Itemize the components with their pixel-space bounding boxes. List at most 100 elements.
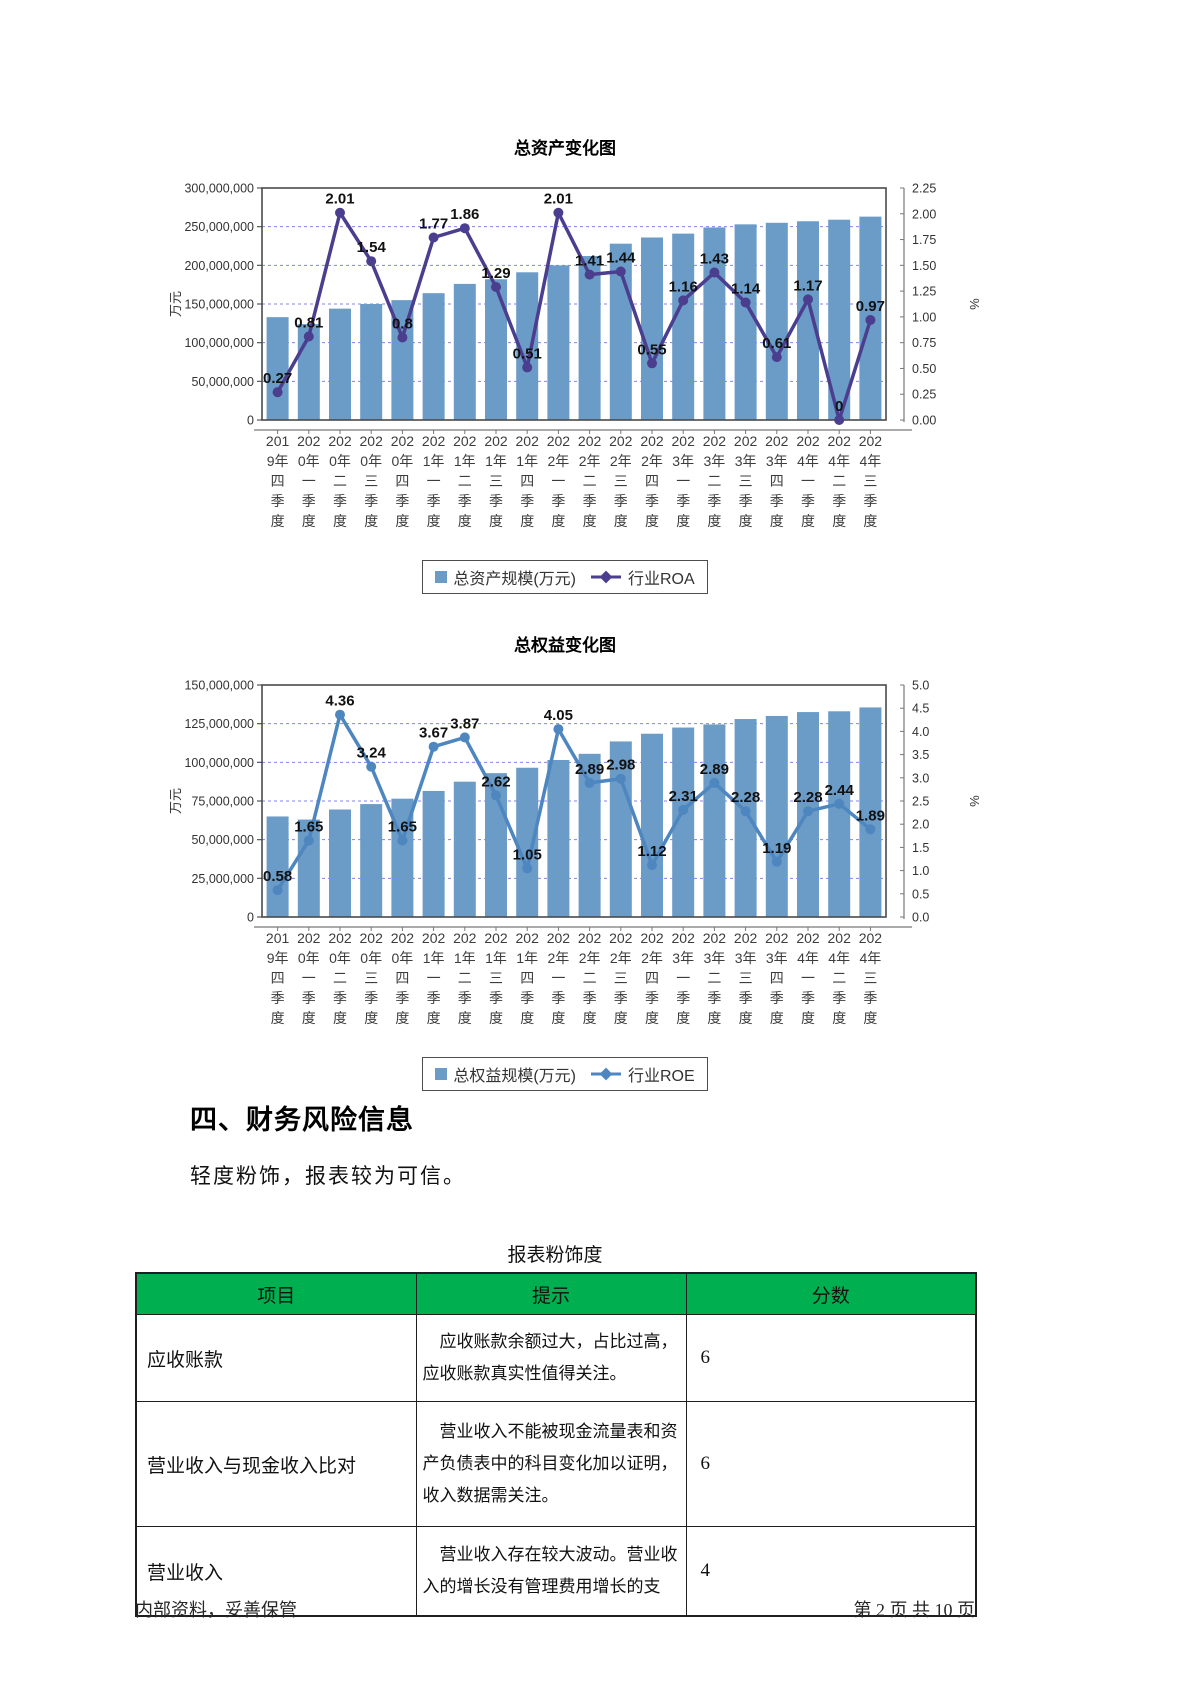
data-label: 1.19: [762, 840, 791, 857]
line-marker: [678, 804, 689, 815]
table-row: 应收账款 应收账款余额过大，占比过高，应收账款真实性值得关注。 6: [135, 1314, 977, 1402]
bar: [797, 221, 819, 420]
data-label: 2.31: [669, 788, 698, 805]
bar: [734, 224, 757, 420]
data-label: 0.61: [762, 335, 791, 352]
svg-text:3.5: 3.5: [912, 748, 929, 762]
line-marker: [678, 295, 689, 306]
data-label: 0.81: [294, 314, 323, 331]
chart-title: 总权益变化图: [514, 636, 616, 655]
svg-text:1.00: 1.00: [912, 310, 936, 324]
bar: [578, 753, 601, 917]
bar: [609, 741, 632, 917]
data-label: 2.89: [700, 761, 729, 778]
data-label: 4.05: [544, 707, 573, 724]
svg-text:0.25: 0.25: [912, 388, 936, 402]
line-series-swatch-icon: [590, 570, 621, 584]
data-label: 2.28: [731, 789, 760, 806]
data-label: 2.98: [606, 757, 635, 774]
line-series: 0.27 0.81 2.01 1.54 0.8 1.771.86 1.29 0.51 2.01 1…: [263, 191, 885, 425]
bar: [828, 219, 851, 420]
total-equity-chart-canvas: 0 25,000,000 50,000,000 75,000,000 100,000,0…: [168, 679, 982, 1027]
cell-hint: 营业收入不能被现金流量表和资产负债表中的科目变化加以证明，收入数据需关注。: [415, 1401, 687, 1527]
cell-item: 营业收入与现金收入比对: [135, 1401, 417, 1527]
category-axis: 201 9年四季度 202 0年一季度 202 0年二季度 202 0年三季度 202 0年四季度…: [254, 926, 912, 1026]
cell-item: 营业收入: [135, 1526, 417, 1617]
svg-text:0.75: 0.75: [912, 336, 936, 350]
data-label: 1.14: [731, 280, 761, 297]
chart-title: 总资产变化图: [514, 139, 616, 158]
line-marker: [459, 732, 470, 743]
bar: [641, 733, 663, 917]
column-header: 分数: [685, 1272, 977, 1315]
line-marker: [803, 294, 813, 305]
bar: [672, 233, 695, 420]
table-row: 营业收入 营业收入存在较大波动。营业收入的增长没有管理费用增长的支 4: [135, 1526, 977, 1617]
svg-text:0.0: 0.0: [912, 911, 929, 925]
svg-text:1.0: 1.0: [912, 864, 929, 878]
line-marker: [553, 207, 564, 218]
legend-box: 总资产规模(万元) 行业ROA: [422, 560, 708, 594]
bar: [859, 707, 882, 917]
svg-text:100,000,000: 100,000,000: [184, 336, 254, 350]
footer-page-number: 第 2 页 共 10 页: [853, 1600, 976, 1620]
right-axis: 0.0 0.5 1.0 1.5 2.0 2.5 3.0 3.5 4.0 4.5 5.0: [900, 679, 929, 925]
legend-item-line: 行业ROA: [590, 565, 695, 589]
svg-text:4.5: 4.5: [912, 702, 929, 716]
data-label: 3.87: [450, 715, 479, 732]
data-label: 3.67: [419, 725, 448, 742]
chart-legend: 总资产规模(万元) 行业ROA: [150, 560, 980, 594]
line-series: 0.58 1.65 4.36 3.24 1.65 3.673.87 2.62 1.05 4.05…: [263, 693, 885, 896]
line-marker: [771, 856, 782, 867]
legend-label: 总权益规模(万元): [453, 1068, 576, 1085]
data-label: 1.43: [700, 251, 729, 268]
line-marker: [397, 835, 408, 846]
svg-text:25,000,000: 25,000,000: [191, 872, 254, 886]
data-label: 0.27: [263, 370, 292, 387]
svg-text:1.75: 1.75: [912, 233, 936, 247]
data-label: 1.86: [450, 206, 479, 223]
svg-text:0.50: 0.50: [912, 362, 936, 376]
line-marker: [491, 790, 501, 801]
data-label: 1.65: [294, 818, 323, 835]
line-marker: [615, 266, 626, 277]
legend-label: 行业ROE: [627, 1068, 695, 1085]
svg-text:1.5: 1.5: [912, 841, 929, 855]
line-marker: [303, 835, 314, 846]
bar: [828, 711, 851, 917]
bar: [703, 724, 726, 917]
data-label: 1.17: [793, 277, 822, 294]
svg-text:3.0: 3.0: [912, 771, 929, 785]
svg-text:0.5: 0.5: [912, 887, 929, 901]
svg-text:50,000,000: 50,000,000: [191, 375, 254, 389]
line-series-swatch-icon: [590, 1067, 621, 1081]
cell-score: 6: [685, 1314, 977, 1402]
line-marker: [335, 709, 345, 720]
section-heading: 四、财务风险信息: [190, 1105, 414, 1135]
svg-text:1.25: 1.25: [912, 285, 936, 299]
data-label: 0.58: [263, 868, 292, 885]
bar: [453, 283, 476, 420]
line-marker: [615, 773, 626, 784]
data-label: 1.05: [513, 846, 542, 863]
line-marker: [397, 332, 408, 343]
data-label: 0: [835, 398, 843, 415]
data-label: 2.28: [793, 789, 822, 806]
section-paragraph: 轻度粉饰，报表较为可信。: [190, 1164, 466, 1188]
